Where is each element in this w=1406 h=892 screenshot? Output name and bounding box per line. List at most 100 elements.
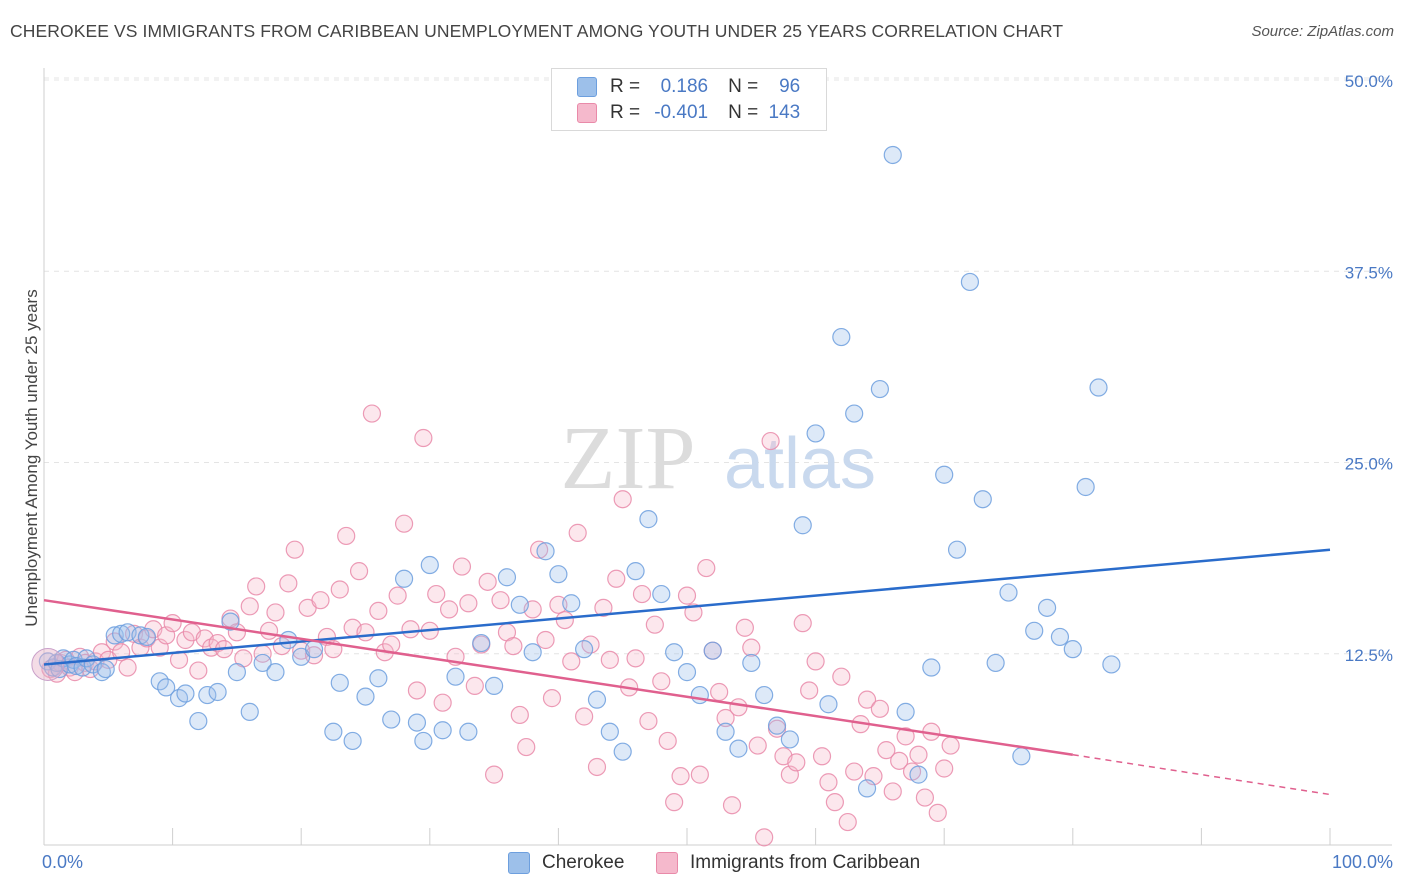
point-caribbean xyxy=(941,736,960,755)
legend-r-value: 0.186 xyxy=(660,76,709,97)
bottom-legend-swatch-caribbean xyxy=(656,852,678,874)
point-caribbean xyxy=(568,523,587,542)
point-caribbean xyxy=(735,618,754,637)
point-caribbean xyxy=(414,428,433,448)
point-cherokee xyxy=(947,540,967,559)
point-caribbean xyxy=(883,782,902,801)
point-caribbean xyxy=(285,540,304,559)
point-caribbean xyxy=(369,601,388,621)
point-caribbean xyxy=(890,751,909,770)
point-cherokee xyxy=(407,713,427,732)
point-cherokee xyxy=(343,731,362,751)
point-cherokee xyxy=(137,627,156,647)
point-cherokee xyxy=(523,643,542,662)
point-caribbean xyxy=(800,681,819,700)
point-cherokee xyxy=(870,379,890,399)
point-caribbean xyxy=(330,580,349,599)
point-cherokee xyxy=(369,669,388,688)
point-caribbean xyxy=(722,796,742,815)
point-caribbean xyxy=(517,737,536,757)
point-caribbean xyxy=(163,614,182,633)
y-tick-label: 12.5% xyxy=(1345,646,1393,665)
point-cherokee xyxy=(716,722,735,741)
point-caribbean xyxy=(536,630,555,650)
point-cherokee xyxy=(1037,598,1057,617)
point-caribbean xyxy=(870,699,890,718)
point-cherokee xyxy=(240,702,259,721)
point-caribbean xyxy=(452,557,472,576)
legend-n-value: 143 xyxy=(768,102,801,123)
point-cherokee xyxy=(221,612,240,631)
chart-title: CHEROKEE VS IMMIGRANTS FROM CARIBBEAN UN… xyxy=(10,21,1064,41)
trend-line-caribbean xyxy=(43,598,1073,756)
point-cherokee xyxy=(472,633,491,653)
point-cherokee xyxy=(96,659,115,679)
point-caribbean xyxy=(845,762,864,781)
point-cherokee xyxy=(1025,621,1044,640)
point-caribbean xyxy=(266,603,285,622)
point-cherokee xyxy=(189,711,208,731)
point-cherokee xyxy=(266,663,285,682)
point-cherokee xyxy=(304,640,324,659)
point-caribbean xyxy=(684,603,703,622)
point-cherokee xyxy=(896,702,915,721)
point-cherokee xyxy=(198,685,217,705)
point-caribbean xyxy=(240,597,259,616)
bottom-legend-label-cherokee: Cherokee xyxy=(542,852,625,873)
y-tick-label: 37.5% xyxy=(1345,263,1393,282)
point-caribbean xyxy=(118,658,137,677)
y-tick-label: 25.0% xyxy=(1345,455,1393,474)
point-cherokee xyxy=(382,710,401,729)
watermark-zip: ZIP xyxy=(561,409,696,508)
point-caribbean xyxy=(189,661,208,680)
point-cherokee xyxy=(497,568,517,587)
point-cherokee xyxy=(729,739,748,758)
point-cherokee xyxy=(909,765,928,784)
point-caribbean xyxy=(935,759,954,778)
stats-legend: R = 0.186 N = 96 R = -0.401 N = 143 xyxy=(551,68,827,131)
point-cherokee xyxy=(253,653,272,673)
point-caribbean xyxy=(600,650,619,669)
point-caribbean xyxy=(349,562,369,581)
point-caribbean xyxy=(710,682,729,702)
trend-line-cherokee xyxy=(43,548,1331,666)
point-cherokee xyxy=(208,682,227,702)
point-cherokee xyxy=(227,663,246,682)
point-cherokee xyxy=(420,555,439,575)
point-caribbean xyxy=(259,621,279,640)
point-cherokee xyxy=(999,583,1018,602)
point-caribbean xyxy=(729,698,748,717)
point-cherokee xyxy=(485,676,504,695)
watermark: ZIP atlas xyxy=(561,409,877,508)
point-caribbean xyxy=(485,765,504,784)
point-cherokee xyxy=(414,731,433,751)
point-cherokee xyxy=(806,424,825,443)
point-cherokee xyxy=(1076,477,1095,497)
point-caribbean xyxy=(748,736,767,755)
point-caribbean xyxy=(896,727,915,746)
point-cherokee xyxy=(446,667,465,686)
legend-row-cherokee: R = 0.186 N = 96 xyxy=(552,74,800,100)
point-cherokee xyxy=(665,643,684,662)
point-cherokee xyxy=(742,653,761,673)
point-caribbean xyxy=(812,747,832,766)
point-caribbean xyxy=(697,558,716,578)
point-cherokee xyxy=(755,685,774,705)
point-caribbean xyxy=(832,667,851,686)
point-caribbean xyxy=(639,711,658,731)
trend-line-caribbean-extrapolated xyxy=(1072,753,1331,796)
point-caribbean xyxy=(658,731,677,751)
point-cherokee xyxy=(356,687,375,706)
source-label: Source: ZipAtlas.com xyxy=(1251,23,1394,40)
point-caribbean xyxy=(465,676,484,695)
point-cherokee xyxy=(549,565,568,584)
point-cherokee xyxy=(767,716,787,735)
point-caribbean xyxy=(459,594,478,613)
point-caribbean xyxy=(401,620,420,639)
point-cherokee xyxy=(131,626,150,645)
point-caribbean xyxy=(915,788,935,807)
point-cherokee xyxy=(1012,747,1031,766)
bottom-legend-cherokee: Cherokee xyxy=(508,852,624,874)
point-cherokee xyxy=(973,490,992,509)
